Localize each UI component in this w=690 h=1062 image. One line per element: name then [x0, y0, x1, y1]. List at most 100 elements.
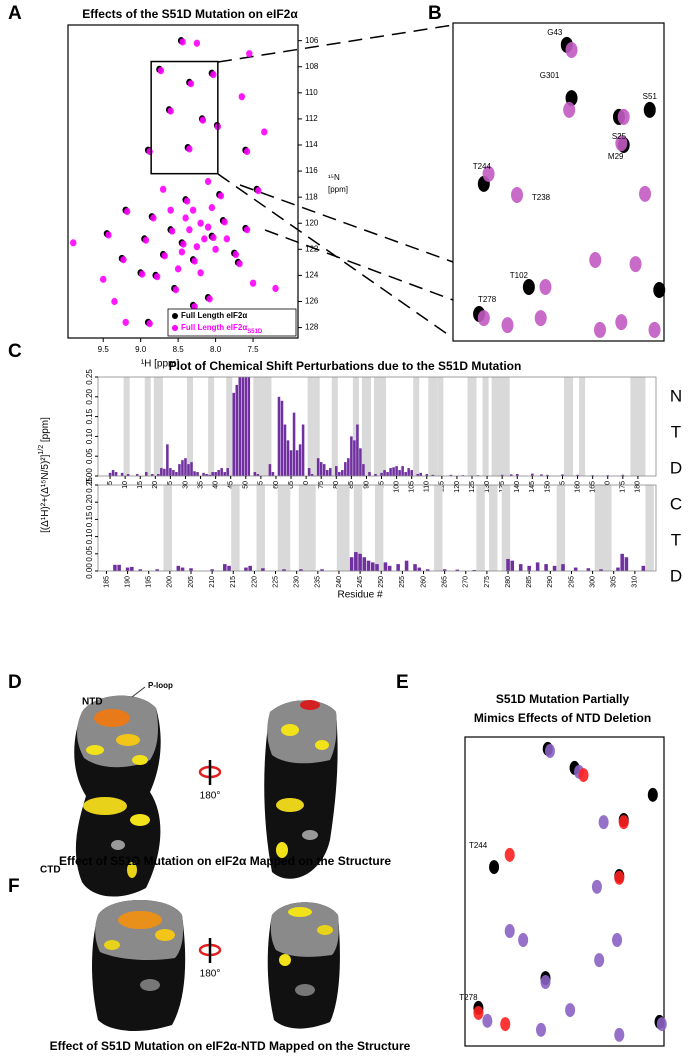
- unassigned-region: [256, 485, 265, 571]
- y-tick-label: 122: [305, 244, 319, 253]
- bar: [561, 564, 565, 571]
- bar: [624, 557, 629, 571]
- y-tick-label: 0.00: [85, 468, 94, 484]
- bar: [328, 468, 332, 476]
- bar: [358, 553, 362, 571]
- x-tick-label: 180: [635, 481, 642, 493]
- bar: [353, 440, 356, 476]
- peak: [539, 279, 552, 296]
- y-tick-label: 108: [305, 62, 319, 71]
- x-tick-label: 310: [632, 576, 639, 588]
- bar: [210, 569, 214, 571]
- x-tick-label: 240: [336, 576, 343, 588]
- panel-label: A: [8, 3, 22, 24]
- bar: [135, 474, 139, 476]
- peak: [615, 135, 628, 152]
- y-tick-label: 120: [305, 218, 319, 227]
- peak: [208, 203, 216, 212]
- bar: [383, 562, 388, 571]
- peak: [534, 310, 547, 327]
- peak: [122, 318, 129, 326]
- bar: [544, 564, 548, 571]
- peak: [563, 101, 576, 118]
- bar: [586, 568, 591, 571]
- unassigned-region: [253, 377, 272, 476]
- bar: [368, 472, 371, 476]
- x-tick-label: 305: [611, 576, 618, 588]
- y-tick-label: 0.15: [85, 511, 94, 527]
- bar: [151, 474, 154, 476]
- bar: [138, 569, 143, 571]
- bar: [322, 464, 326, 476]
- x-tick-label: 220: [251, 576, 258, 588]
- y-tick-label: 0.20: [85, 388, 94, 404]
- bar: [113, 564, 117, 571]
- peak: [500, 1017, 511, 1032]
- bar: [561, 474, 564, 476]
- bar: [271, 472, 275, 476]
- bar: [354, 552, 358, 571]
- peak: [536, 1022, 547, 1037]
- unassigned-region: [336, 485, 350, 571]
- legend-label: Full Length eIF2αS51D: [181, 323, 263, 334]
- bar: [166, 444, 169, 476]
- peak-label: T102: [510, 271, 529, 280]
- unassigned-region: [437, 377, 444, 476]
- peak: [589, 252, 602, 269]
- x-tick-label: 280: [505, 576, 512, 588]
- y-tick-label: 0.25: [85, 369, 94, 385]
- x-tick-label: 255: [399, 576, 406, 588]
- peak: [100, 275, 107, 283]
- bar: [396, 564, 400, 571]
- bar: [196, 472, 199, 476]
- bar: [111, 470, 115, 476]
- unassigned-region: [352, 377, 359, 476]
- bar: [425, 474, 429, 476]
- x-tick-label: 120: [454, 481, 461, 493]
- x-tick-label: 160: [574, 481, 581, 493]
- bar: [220, 468, 223, 476]
- x-tick-label: 285: [526, 576, 533, 588]
- peak: [193, 39, 201, 47]
- bar: [599, 569, 603, 571]
- bar: [238, 377, 242, 476]
- unassigned-region: [298, 485, 316, 571]
- rotation-label: 180°: [200, 969, 221, 980]
- plot-frame: [97, 484, 657, 572]
- y-tick-label: 124: [305, 271, 319, 280]
- peak: [489, 860, 500, 875]
- x-axis-label: Residue #: [337, 590, 382, 601]
- bar: [175, 472, 178, 476]
- x-tick-label: 295: [568, 576, 575, 588]
- unassigned-region: [501, 485, 511, 571]
- peak: [178, 248, 186, 256]
- peak-label: T244: [473, 162, 492, 171]
- peak: [186, 226, 193, 234]
- peak: [204, 177, 212, 186]
- peak: [159, 185, 167, 193]
- bar: [157, 474, 160, 476]
- x-tick-label: 8.5: [173, 345, 185, 354]
- unassigned-region: [186, 377, 194, 476]
- peak: [629, 256, 642, 273]
- bar: [576, 474, 579, 476]
- bar: [232, 392, 235, 476]
- domain-letter: C: [670, 494, 682, 513]
- unassigned-region: [428, 377, 438, 476]
- bar: [344, 462, 347, 476]
- peak: [70, 239, 77, 247]
- bar: [214, 472, 217, 476]
- bar: [144, 472, 148, 476]
- unassigned-region: [277, 485, 291, 571]
- bar: [217, 470, 220, 476]
- peak-label: T278: [478, 295, 497, 304]
- y-tick-label: 0.05: [85, 545, 94, 561]
- bar: [500, 474, 504, 476]
- peak-label: S25: [612, 132, 627, 141]
- bar: [187, 464, 190, 476]
- unassigned-region: [434, 485, 443, 571]
- unassigned-region: [144, 377, 151, 476]
- bar: [573, 567, 578, 571]
- peak: [199, 116, 207, 124]
